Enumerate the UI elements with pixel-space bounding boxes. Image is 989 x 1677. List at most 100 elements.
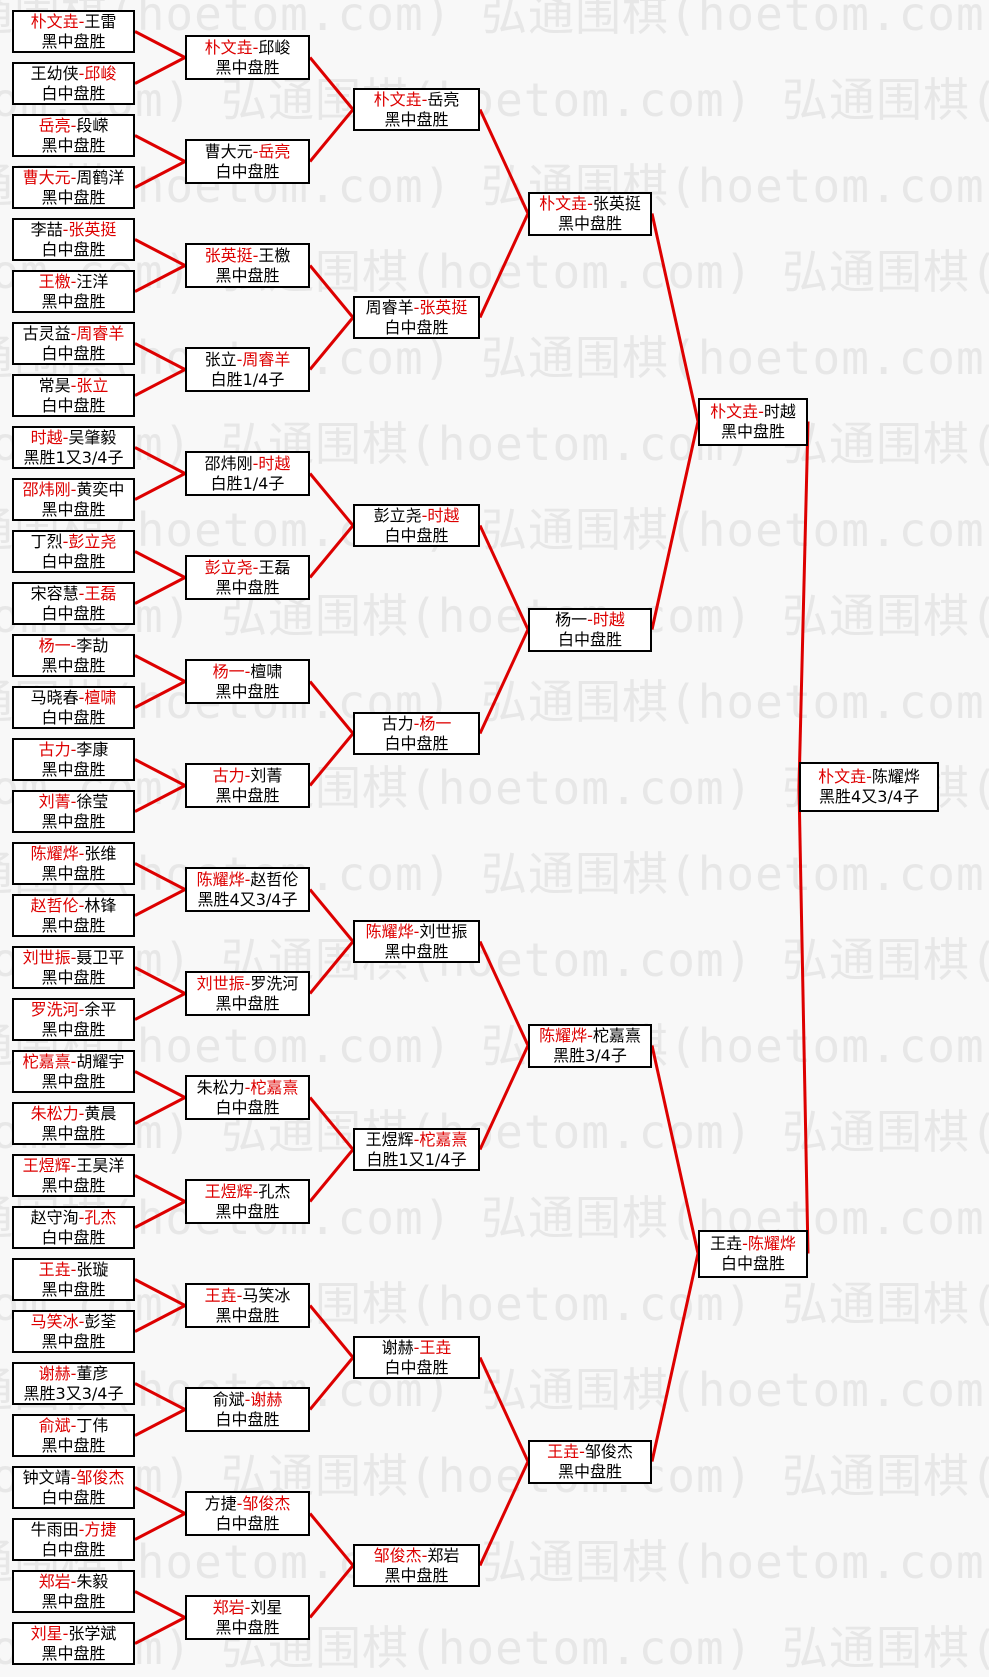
match-players: 曹大元-周鹤洋 [23, 168, 125, 188]
connector-line [134, 1408, 186, 1437]
player-2: 邹俊杰 [76, 1467, 125, 1487]
connector-line [308, 316, 355, 371]
match-box-round_of_64-1: 朴文垚-王雷 黑中盘胜 [12, 10, 135, 53]
match-players: 古力-李康 [39, 740, 109, 760]
match-players: 陈耀烨-赵哲伦 [197, 870, 299, 890]
player-2: 檀啸 [250, 661, 283, 681]
player-1: 刘菁 [38, 791, 71, 811]
vs-dash: - [587, 609, 593, 629]
connector-line [134, 472, 186, 501]
match-result: 黑中盘胜 [41, 811, 106, 831]
vs-dash: - [236, 1493, 243, 1513]
player-2: 黄晨 [84, 1103, 117, 1123]
player-1: 时越 [30, 427, 63, 447]
vs-dash: - [78, 1311, 85, 1331]
player-1: 王檄 [38, 271, 71, 291]
player-1: 朴文垚 [373, 89, 422, 109]
connector-line [134, 1486, 186, 1515]
vs-dash: - [579, 1441, 585, 1461]
player-1: 王垚 [547, 1441, 580, 1461]
match-players: 陈耀烨-柁嘉熹 [539, 1026, 641, 1046]
vs-dash: - [252, 245, 259, 265]
match-box-round_of_16-1: 朴文垚-岳亮 黑中盘胜 [353, 88, 480, 131]
connector-line [308, 1512, 355, 1567]
match-result: 黑中盘胜 [41, 499, 106, 519]
match-box-round_of_16-7: 谢赫-王垚 白中盘胜 [353, 1336, 480, 1379]
player-1: 赵哲伦 [30, 895, 79, 915]
watermark-text: 弘通围棋(hoetom.com) 弘通围棋(hoetom.com) 弘通围棋(h… [0, 73, 989, 127]
player-2: 时越 [258, 453, 291, 473]
connector-line [134, 446, 186, 475]
vs-dash: - [244, 973, 251, 993]
player-2: 李劼 [76, 635, 109, 655]
vs-dash: - [413, 297, 420, 317]
match-box-semifinals-1: 朴文垚-时越 黑中盘胜 [698, 397, 808, 446]
match-players: 王垚-陈耀烨 [710, 1234, 796, 1254]
match-result: 黑中盘胜 [41, 1643, 106, 1663]
vs-dash: - [78, 11, 85, 31]
player-2: 胡耀宇 [76, 1051, 125, 1071]
match-result: 白中盘胜 [41, 603, 106, 623]
watermark-text: 弘通围棋(hoetom.com) 弘通围棋(hoetom.com) 弘通围棋(h… [0, 847, 989, 901]
match-players: 马晓春-檀啸 [31, 688, 117, 708]
match-players: 陈耀烨-张维 [31, 844, 117, 864]
match-box-round_of_64-2: 王幼侠-邱峻 白中盘胜 [12, 62, 135, 105]
connector-line [308, 108, 355, 163]
player-2: 孔杰 [84, 1207, 117, 1227]
connector-line [134, 368, 186, 397]
match-result: 黑中盘胜 [41, 1435, 106, 1455]
match-players: 刘世振-聂卫平 [23, 948, 125, 968]
player-1: 古力 [212, 765, 245, 785]
watermark-text: 弘通围棋(hoetom.com) 弘通围棋(hoetom.com) 弘通围棋(h… [0, 589, 989, 643]
player-2: 柁嘉熹 [250, 1077, 299, 1097]
connector-line [134, 654, 186, 683]
player-1: 俞斌 [212, 1389, 245, 1409]
player-2: 郑岩 [427, 1545, 460, 1565]
match-result: 白中盘胜 [215, 1097, 280, 1117]
connector-line [134, 888, 186, 917]
connector-line [134, 758, 186, 787]
connector-line [308, 264, 355, 319]
match-box-round_of_32-14: 俞斌-谢赫 白中盘胜 [185, 1387, 310, 1432]
match-players: 彭立尧-时越 [374, 506, 460, 526]
player-1: 宋容慧 [30, 583, 79, 603]
player-2: 陈耀烨 [747, 1233, 796, 1253]
player-2: 彭荃 [84, 1311, 117, 1331]
connector-line [478, 1044, 530, 1151]
vs-dash: - [78, 63, 85, 83]
match-box-round_of_32-3: 张英挺-王檄 黑中盘胜 [185, 243, 310, 288]
match-result: 黑中盘胜 [215, 681, 280, 701]
connector-line [134, 966, 186, 995]
vs-dash: - [587, 1025, 593, 1045]
vs-dash: - [78, 1519, 85, 1539]
vs-dash: - [70, 479, 77, 499]
match-result: 黑中盘胜 [720, 421, 785, 441]
match-box-round_of_64-11: 丁烈-彭立尧 白中盘胜 [12, 530, 135, 573]
match-result: 黑胜3/4子 [553, 1045, 627, 1065]
match-players: 周睿羊-张英挺 [366, 298, 468, 318]
connector-line [650, 421, 700, 630]
player-1: 刘世振 [196, 973, 245, 993]
match-box-round_of_64-24: 赵守洵-孔杰 白中盘胜 [12, 1206, 135, 1249]
vs-dash: - [587, 193, 593, 213]
match-result: 黑中盘胜 [215, 577, 280, 597]
match-box-quarterfinals-2: 杨一-时越 白中盘胜 [528, 607, 652, 652]
match-players: 郑岩-朱毅 [39, 1572, 109, 1592]
vs-dash: - [244, 1597, 251, 1617]
connector-line [134, 1200, 186, 1229]
match-result: 白中盘胜 [384, 317, 449, 337]
match-result: 黑中盘胜 [557, 1461, 622, 1481]
match-result: 黑中盘胜 [215, 1201, 280, 1221]
match-box-round_of_32-13: 王垚-马笑冰 黑中盘胜 [185, 1283, 310, 1328]
player-1: 古力 [38, 739, 71, 759]
connector-line [134, 1616, 186, 1645]
match-players: 古灵益-周睿羊 [23, 324, 125, 344]
match-result: 黑中盘胜 [557, 213, 622, 233]
player-1: 马晓春 [30, 687, 79, 707]
match-players: 朱松力-黄晨 [31, 1104, 117, 1124]
match-players: 常昊-张立 [39, 376, 109, 396]
player-1: 牛雨田 [30, 1519, 79, 1539]
connector-line [134, 1382, 186, 1411]
connector-line [134, 1070, 186, 1099]
player-2: 林锋 [84, 895, 117, 915]
